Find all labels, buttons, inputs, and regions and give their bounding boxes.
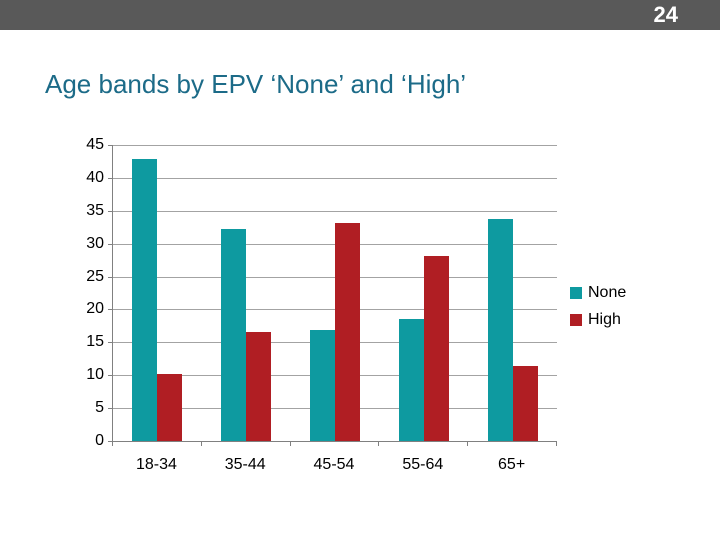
legend-swatch-high	[570, 313, 582, 326]
x-axis-tick	[556, 441, 557, 446]
bar-none-65+	[487, 218, 513, 441]
legend-item-high: High	[570, 311, 626, 328]
legend-label-none: None	[588, 283, 627, 301]
y-axis-tick	[108, 210, 113, 212]
bar-high-55-64	[423, 256, 449, 441]
y-axis-label: 5	[95, 399, 104, 417]
y-axis-label: 35	[86, 201, 104, 219]
bar-chart-plot-area	[108, 145, 557, 446]
x-axis-tick	[200, 441, 202, 446]
x-axis-label: 55-64	[402, 456, 444, 473]
y-axis-tick	[108, 309, 113, 311]
y-axis-label: 20	[86, 300, 104, 318]
x-axis-label: 45-54	[313, 456, 355, 473]
bar-group-18-34	[113, 145, 202, 441]
y-axis-label: 15	[86, 333, 104, 351]
bar-high-35-44	[246, 332, 272, 441]
y-axis-label: 10	[86, 366, 104, 384]
y-axis-tick	[108, 375, 113, 377]
x-axis-tick	[289, 441, 291, 446]
y-axis-label: 40	[86, 168, 104, 186]
x-axis-tick	[467, 441, 469, 446]
gridline	[113, 210, 557, 212]
y-axis-label: 0	[95, 432, 104, 449]
y-axis-tick	[108, 408, 113, 410]
page-number: 24	[653, 2, 678, 27]
y-axis-tick	[108, 177, 113, 179]
legend-swatch-none	[570, 286, 582, 299]
bar-none-55-64	[398, 318, 424, 441]
slide-title: Age bands by EPV ‘None’ and ‘High’	[45, 69, 467, 99]
y-axis-tick	[108, 276, 113, 278]
legend-label-high: High	[588, 310, 621, 328]
y-axis-label: 25	[86, 267, 104, 285]
bar-group-35-44	[202, 145, 291, 441]
chart-legend: None High	[570, 284, 626, 338]
y-axis-label: 45	[86, 136, 104, 153]
x-axis-tick	[378, 441, 380, 446]
bar-high-18-34	[157, 373, 183, 441]
bar-group-55-64	[379, 145, 468, 441]
bar-high-45-54	[334, 223, 360, 441]
y-axis-tick	[108, 441, 113, 442]
x-axis-label: 65+	[498, 456, 526, 473]
bar-group-45-54	[291, 145, 380, 441]
y-axis-tick	[108, 145, 113, 146]
bar-none-45-54	[309, 329, 335, 441]
x-axis-tick	[112, 441, 113, 446]
bar-high-65+	[512, 366, 538, 441]
x-axis-label: 18-34	[135, 456, 177, 473]
x-axis-labels: 18-34 35-44 45-54 55-64 65+	[112, 441, 556, 477]
bar-none-18-34	[132, 159, 158, 441]
y-axis-tick	[108, 342, 113, 344]
gridline	[113, 145, 557, 146]
y-axis-labels: 0 5 10 15 20 25 30 35 40 45	[0, 137, 104, 449]
bar-group-65+	[468, 145, 557, 441]
y-axis-tick	[108, 243, 113, 245]
y-axis-label: 30	[86, 234, 104, 252]
legend-item-none: None	[570, 284, 626, 301]
gridline	[113, 177, 557, 179]
bar-none-35-44	[221, 229, 247, 441]
x-axis-label: 35-44	[224, 456, 266, 473]
slide-header-bar: 24	[0, 0, 720, 30]
